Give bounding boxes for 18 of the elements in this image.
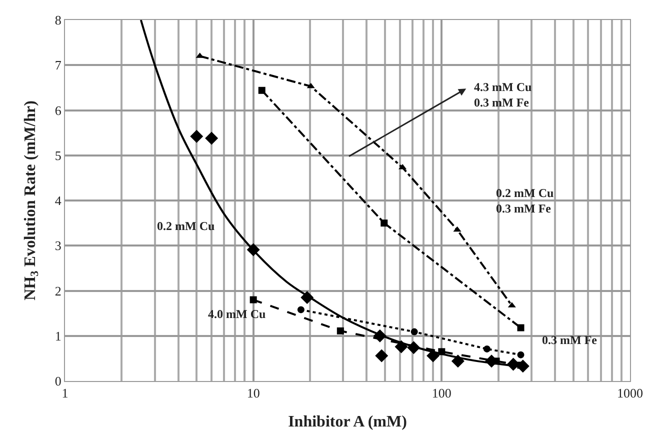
y-tick-label: 5 <box>54 148 62 163</box>
y-tick-label: 1 <box>54 328 62 344</box>
x-tick-label: 1000 <box>617 386 643 401</box>
x-axis-title: Inhibitor A (mM) <box>288 413 407 430</box>
annotation: 4.3 mM Cu 0.3 mM Fe <box>474 80 532 110</box>
y-tick-label: 3 <box>54 238 62 254</box>
annotation: 0.2 mM Cu <box>157 219 215 233</box>
y-tick-label: 7 <box>54 58 62 73</box>
x-tick-label: 100 <box>432 386 452 401</box>
y-tick-label: 6 <box>54 102 62 118</box>
y-tick-label: 0 <box>54 374 62 389</box>
annotation: 0.3 mM Fe <box>542 333 598 347</box>
y-tick-label: 8 <box>54 12 62 28</box>
y-tick-label: 2 <box>54 283 62 298</box>
annotation: 4.0 mM Cu <box>208 307 266 321</box>
x-tick-label: 10 <box>246 386 260 401</box>
y-tick-label: 4 <box>54 193 62 208</box>
annotation: 0.2 mM Cu 0.3 mM Fe <box>496 186 554 216</box>
